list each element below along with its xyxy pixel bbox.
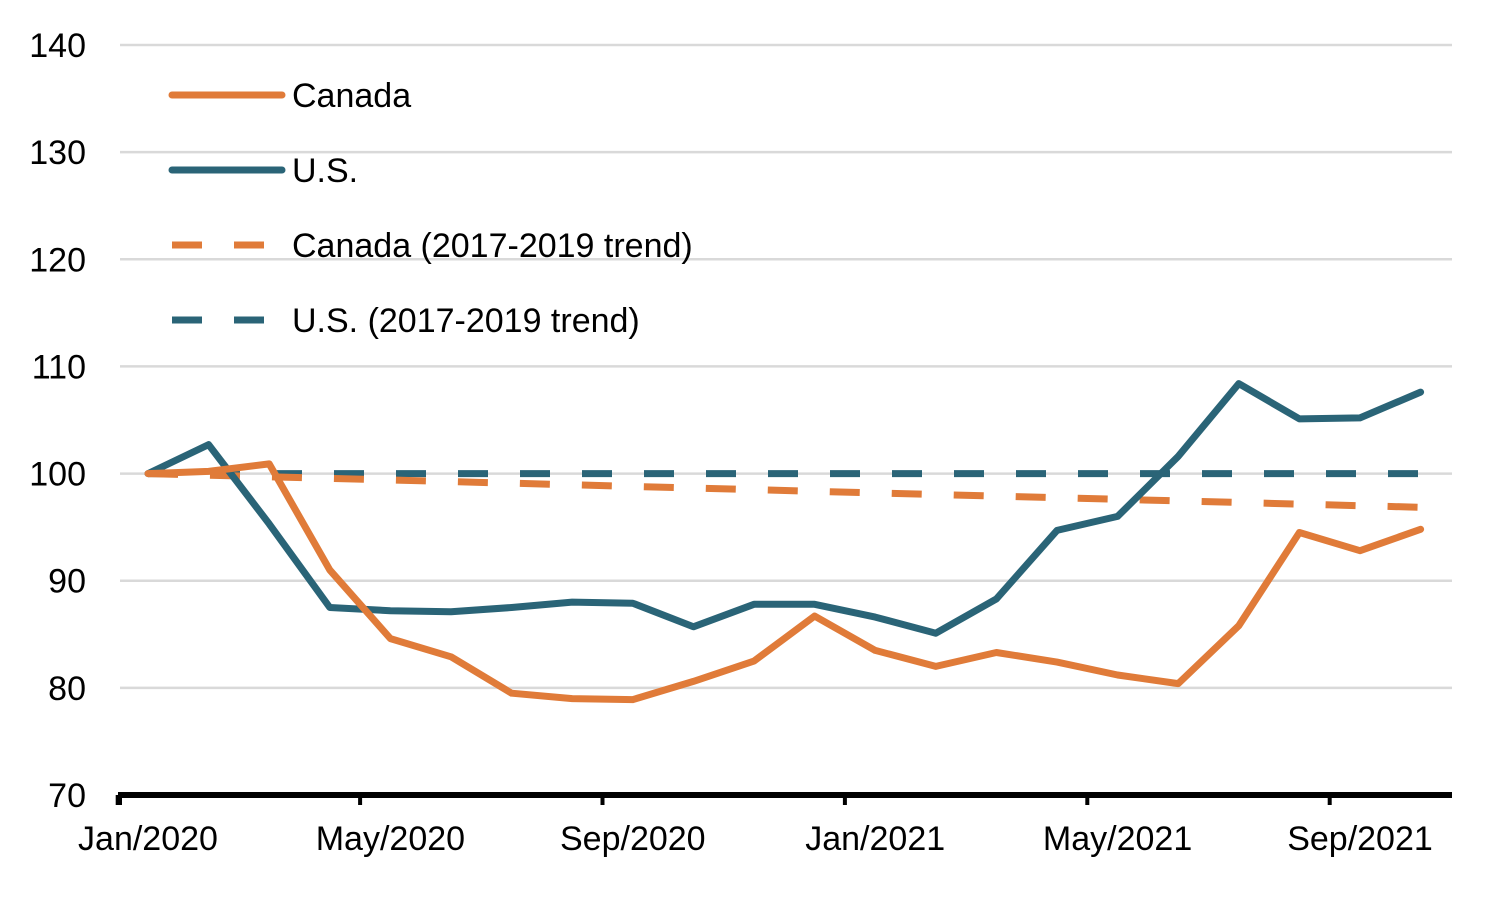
series-line-canada [144,460,1425,704]
y-tick-label: 70 [48,777,86,815]
y-axis-tick-labels: 70 80 90 100 110 120 130 140 [29,27,86,815]
y-tick-label: 140 [29,27,86,65]
series-line-canada-2017-2019-trend [147,470,1421,511]
x-tick-label: Sep/2021 [1287,820,1433,858]
x-axis: Jan/2020 May/2020 Sep/2020 Jan/2021 May/2021… [78,792,1452,858]
x-tick-label: Jan/2020 [78,820,218,858]
x-tick-label: Jan/2021 [805,820,945,858]
y-tick-label: 120 [29,241,86,279]
y-tick-label: 90 [48,563,86,601]
series-line-u-s [144,380,1425,637]
x-tick-label: May/2020 [316,820,465,858]
legend-label: Canada [292,77,411,115]
y-tick-label: 130 [29,134,86,172]
y-tick-label: 100 [29,456,86,494]
x-tick-label: May/2021 [1043,820,1192,858]
series-lines [144,380,1425,704]
y-tick-label: 110 [32,348,86,386]
legend: Canada U.S. Canada (2017-2019 trend) U.S. (… [168,77,693,340]
x-tick-label: Sep/2020 [560,820,706,858]
legend-label: Canada (2017-2019 trend) [292,227,693,265]
legend-label: U.S. [292,152,358,190]
legend-label: U.S. (2017-2019 trend) [292,302,640,340]
y-tick-label: 80 [48,670,86,708]
